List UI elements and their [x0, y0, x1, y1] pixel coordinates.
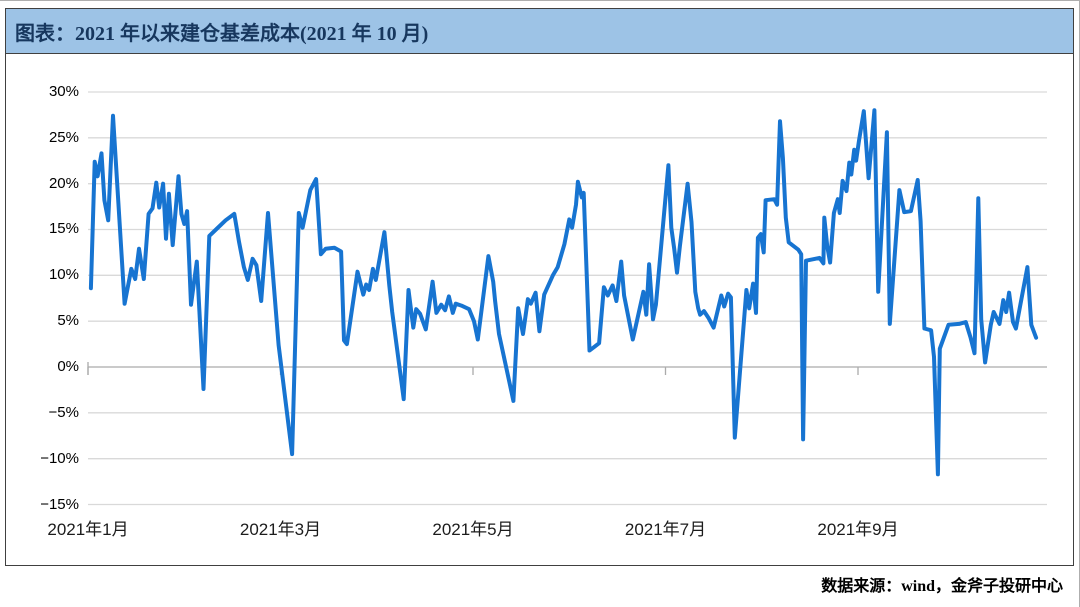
- chart-title-bar: 图表：2021 年以来建仓基差成本(2021 年 10 月): [5, 8, 1074, 54]
- plot-area: 30% 25% 20% 15% 10% 5% 0% −5% −10% −15% 2021年1月 20…: [5, 54, 1074, 566]
- y-axis-tick-label: 5%: [57, 312, 79, 330]
- x-axis-tick-label: 2021年1月: [47, 520, 129, 539]
- y-axis-tick-label: 25%: [48, 128, 79, 146]
- y-axis-tick-label: 20%: [48, 174, 79, 192]
- y-axis-tick-label: −10%: [40, 449, 79, 467]
- y-axis-tick-label: 0%: [57, 358, 79, 375]
- x-axis-tick-label: 2021年3月: [239, 520, 322, 539]
- x-axis-tick-label: 2021年7月: [624, 520, 707, 539]
- x-axis-tick-label: 2021年9月: [817, 520, 899, 539]
- y-axis-tick-label: 10%: [48, 266, 79, 284]
- x-axis-tick-label: 2021年5月: [432, 520, 514, 539]
- data-source-note: 数据来源：wind，金斧子投研中心: [821, 578, 1063, 595]
- y-axis-tick-label: −15%: [40, 495, 79, 513]
- y-axis-tick-label: 30%: [48, 82, 79, 100]
- y-axis-tick-label: 15%: [48, 220, 79, 238]
- y-axis-tick-label: −5%: [48, 403, 79, 421]
- basis-cost-line: [88, 108, 1039, 477]
- chart-title: 图表：2021 年以来建仓基差成本(2021 年 10 月): [15, 22, 429, 45]
- line-chart-svg: [87, 91, 1047, 506]
